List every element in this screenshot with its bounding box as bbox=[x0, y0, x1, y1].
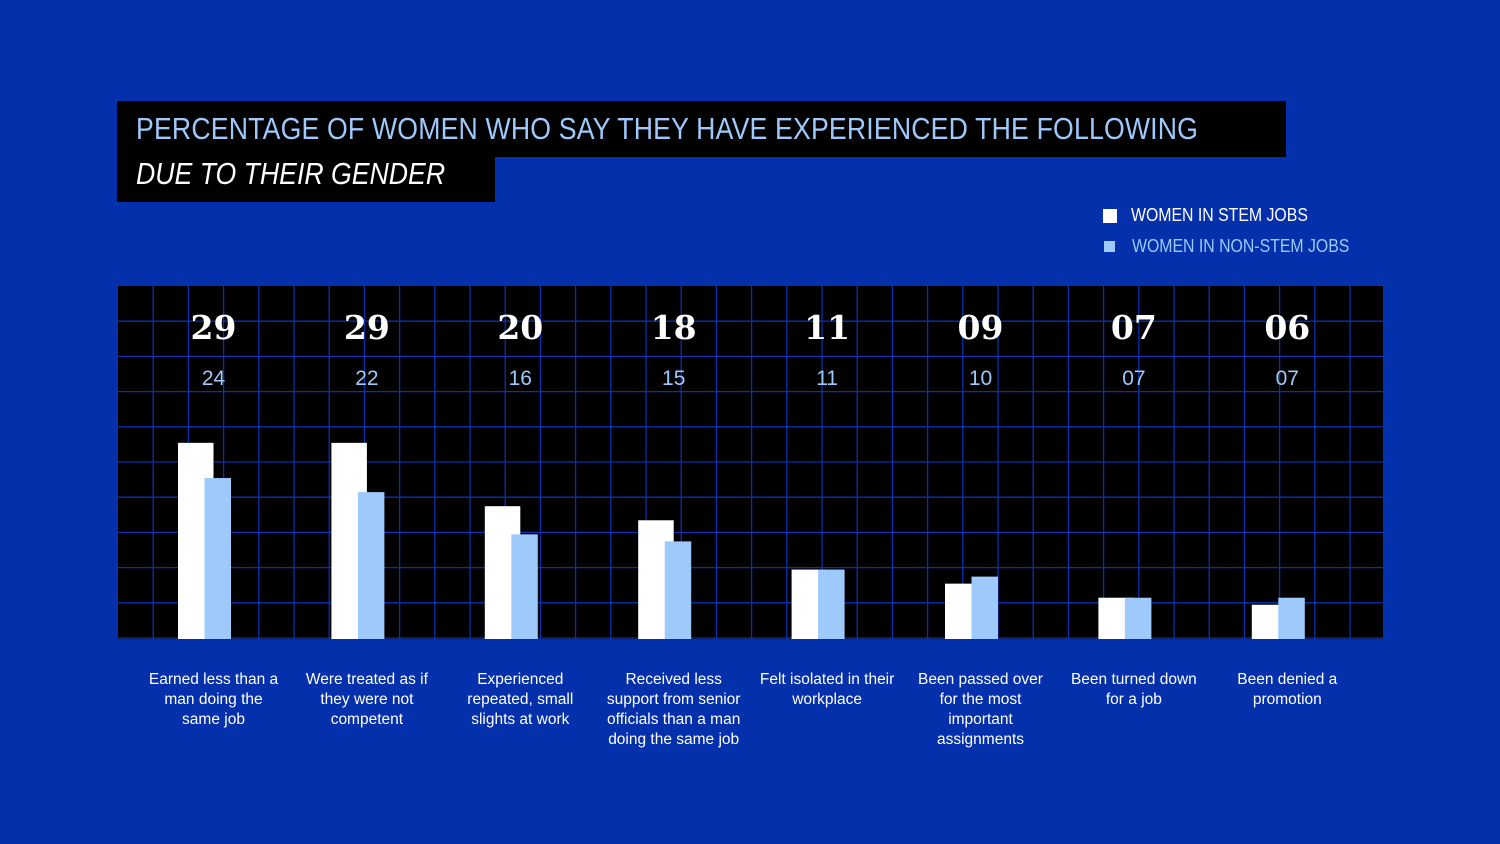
legend-label-nonstem: WOMEN IN NON-STEM JOBS bbox=[1132, 236, 1350, 256]
category-label: Been denied a promotion bbox=[1237, 671, 1338, 708]
category-label: Felt isolated in their workplace bbox=[759, 671, 895, 708]
bar-nonstem bbox=[1124, 597, 1152, 639]
title-background-line2 bbox=[117, 155, 495, 202]
legend-swatch-stem bbox=[1103, 208, 1117, 223]
category-label: Were treated as if they were not compete… bbox=[305, 671, 428, 728]
value-label-stem: 06 bbox=[1264, 308, 1310, 347]
title-background bbox=[117, 101, 1286, 157]
legend-swatch-nonstem bbox=[1104, 241, 1115, 252]
value-label-nonstem: 16 bbox=[509, 367, 532, 390]
bar-chart: 29 24 29 22 20 16 18 15 11 11 09 10 07 07 06 07 bbox=[118, 286, 1383, 639]
value-label-stem: 07 bbox=[1111, 308, 1157, 347]
category-label: Experienced repeated, small slights at w… bbox=[467, 671, 574, 728]
bar-nonstem bbox=[664, 541, 692, 639]
value-label-nonstem: 15 bbox=[662, 367, 685, 390]
bar-nonstem bbox=[204, 478, 231, 639]
value-label-nonstem: 07 bbox=[1276, 367, 1299, 390]
value-label-stem: 11 bbox=[804, 308, 850, 347]
bar-nonstem bbox=[357, 492, 385, 639]
bar-nonstem bbox=[1278, 597, 1305, 639]
value-label-stem: 18 bbox=[651, 308, 697, 347]
value-label-nonstem: 07 bbox=[1122, 367, 1145, 390]
value-label-stem: 20 bbox=[497, 308, 543, 347]
category-label: Been passed over for the most important … bbox=[918, 671, 1043, 748]
category-label: Been turned down for a job bbox=[1070, 671, 1197, 708]
category-label: Received less support from senior offici… bbox=[606, 671, 741, 748]
value-label-nonstem: 22 bbox=[355, 367, 378, 390]
legend-item-nonstem: WOMEN IN NON-STEM JOBS bbox=[1103, 236, 1379, 257]
category-label: Earned less than a man doing the same jo… bbox=[148, 671, 279, 728]
legend-item-stem: WOMEN IN STEM JOBS bbox=[1103, 205, 1332, 226]
chart-title: PERCENTAGE OF WOMEN WHO SAY THEY HAVE EX… bbox=[136, 111, 1199, 146]
value-label-nonstem: 24 bbox=[202, 367, 226, 390]
value-label-stem: 29 bbox=[344, 308, 390, 347]
value-label-nonstem: 10 bbox=[969, 367, 992, 390]
chart-subtitle: DUE TO THEIR GENDER bbox=[136, 156, 446, 191]
value-label-stem: 29 bbox=[191, 308, 237, 347]
bar-nonstem bbox=[971, 576, 998, 639]
bar-nonstem bbox=[818, 569, 845, 639]
value-label-stem: 09 bbox=[958, 308, 1004, 347]
value-label-nonstem: 11 bbox=[816, 367, 838, 390]
legend-label-stem: WOMEN IN STEM JOBS bbox=[1131, 205, 1308, 225]
bar-nonstem bbox=[511, 534, 538, 639]
